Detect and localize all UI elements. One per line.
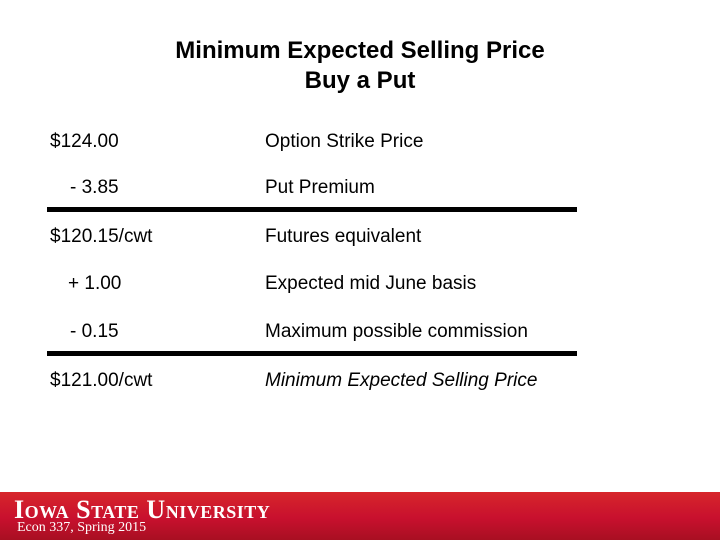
footer-bar: Iowa State University Econ 337, Spring 2… <box>0 492 720 540</box>
row-commission: - 0.15 Maximum possible commission <box>0 317 720 347</box>
row-description: Expected mid June basis <box>265 273 477 294</box>
university-logo: Iowa State University <box>14 495 271 524</box>
row-amount: + 1.00 <box>68 273 122 294</box>
row-description: Futures equivalent <box>265 226 422 247</box>
row-put-premium: - 3.85 Put Premium <box>0 173 720 203</box>
title-line-1: Minimum Expected Selling Price <box>175 37 545 64</box>
row-description: Put Premium <box>265 177 375 198</box>
row-amount: $124.00 <box>50 131 119 152</box>
row-min-selling-price: $121.00/cwt Minimum Expected Selling Pri… <box>0 366 720 396</box>
row-description: Option Strike Price <box>265 131 424 152</box>
row-amount: $121.00/cwt <box>50 370 153 391</box>
sum-rule-1 <box>47 207 577 212</box>
course-label: Econ 337, Spring 2015 <box>17 520 147 535</box>
row-strike-price: $124.00 Option Strike Price <box>0 127 720 157</box>
title-line-2: Buy a Put <box>304 67 416 94</box>
row-futures-equivalent: $120.15/cwt Futures equivalent <box>0 222 720 252</box>
sum-rule-2 <box>47 351 577 356</box>
slide-title: Minimum Expected Selling Price Buy a Put <box>0 36 720 96</box>
row-amount: - 3.85 <box>70 177 119 198</box>
row-amount: - 0.15 <box>70 321 119 342</box>
row-description: Minimum Expected Selling Price <box>265 370 538 391</box>
row-amount: $120.15/cwt <box>50 226 153 247</box>
row-description: Maximum possible commission <box>265 321 528 342</box>
row-basis: + 1.00 Expected mid June basis <box>0 269 720 299</box>
